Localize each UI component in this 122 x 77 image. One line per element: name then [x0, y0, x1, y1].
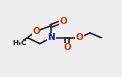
Text: O: O — [63, 43, 71, 52]
Text: O: O — [60, 17, 67, 26]
Text: H₃C: H₃C — [13, 40, 27, 46]
Text: O: O — [76, 33, 83, 42]
Text: N: N — [47, 33, 55, 42]
Text: O: O — [32, 27, 40, 36]
